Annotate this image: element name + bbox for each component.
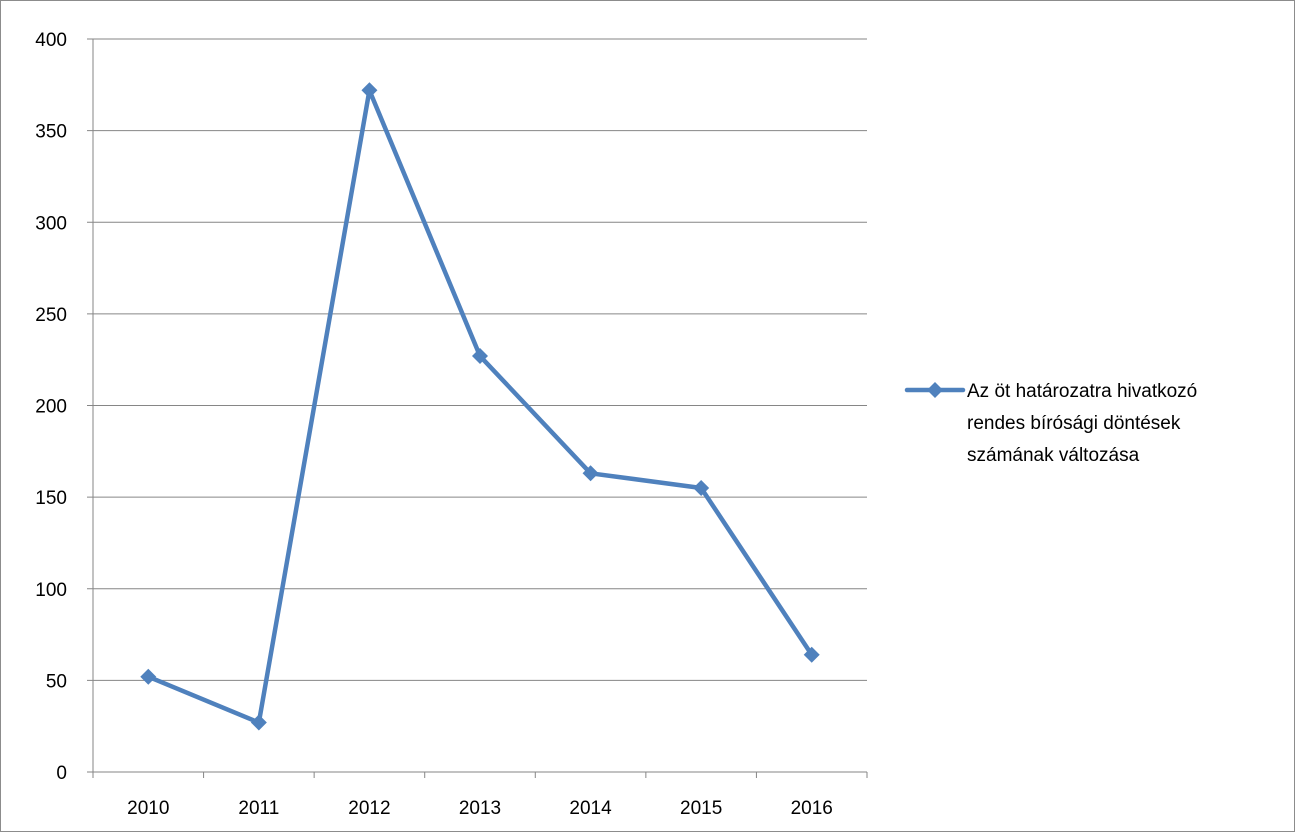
legend-marker-swatch — [927, 382, 943, 398]
data-points — [140, 82, 820, 731]
y-tick-label-200: 200 — [35, 397, 67, 418]
y-tick-labels: 0 50 100 150 200 250 300 350 400 — [35, 30, 67, 784]
x-tick-label-2011: 2011 — [238, 798, 279, 819]
legend: Az öt határozatra hivatkozó rendes bírósá… — [904, 381, 1197, 466]
y-tick-label-400: 400 — [35, 30, 67, 51]
x-tick-label-2010: 2010 — [127, 798, 169, 819]
data-point-2011 — [250, 714, 267, 731]
axes — [87, 38, 868, 778]
data-point-2016 — [803, 646, 820, 663]
y-tick-label-0: 0 — [56, 763, 67, 784]
x-tick-label-2016: 2016 — [791, 798, 833, 819]
y-tick-label-50: 50 — [46, 671, 67, 692]
data-point-2013 — [472, 348, 488, 365]
x-tick-label-2012: 2012 — [348, 798, 390, 819]
y-tick-label-300: 300 — [35, 213, 67, 234]
data-point-2010 — [140, 668, 157, 685]
y-tick-label-250: 250 — [35, 305, 67, 326]
gridlines — [93, 38, 867, 681]
legend-label-line-2: rendes bírósági döntések — [967, 413, 1181, 434]
series-line-group — [146, 88, 814, 725]
legend-label-line-3: számának változása — [967, 445, 1140, 466]
x-tick-label-2015: 2015 — [680, 798, 722, 819]
y-tick-label-150: 150 — [35, 488, 67, 509]
x-tick-label-2013: 2013 — [459, 798, 501, 819]
y-tick-label-350: 350 — [35, 122, 67, 143]
x-tick-labels: 2010 2011 2012 2013 2014 2015 2016 — [127, 798, 833, 819]
data-point-2015 — [693, 479, 710, 496]
x-tick-label-2014: 2014 — [569, 798, 612, 819]
legend-label-line-1: Az öt határozatra hivatkozó — [967, 381, 1197, 402]
data-point-2014 — [582, 465, 599, 482]
y-tick-label-100: 100 — [35, 580, 67, 601]
data-point-2012 — [361, 82, 378, 99]
series-line — [146, 88, 814, 725]
